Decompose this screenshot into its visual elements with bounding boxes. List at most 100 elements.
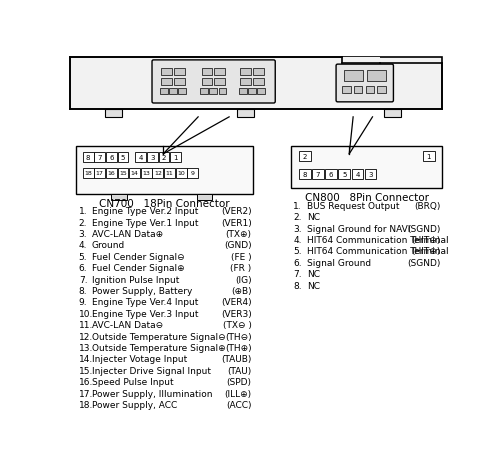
- Text: 13: 13: [142, 171, 150, 176]
- Text: Engine Type Ver.3 Input: Engine Type Ver.3 Input: [92, 309, 198, 318]
- Bar: [253, 68, 264, 76]
- Text: Engine Type Ver.1 Input: Engine Type Ver.1 Input: [92, 218, 198, 227]
- Text: 2.: 2.: [294, 213, 302, 222]
- Text: Speed Pulse Input: Speed Pulse Input: [92, 377, 174, 386]
- Text: (FR ): (FR ): [230, 263, 252, 273]
- Text: 1: 1: [174, 154, 178, 160]
- Text: HIT64 Communication Terminal: HIT64 Communication Terminal: [306, 247, 448, 256]
- Bar: [214, 78, 225, 86]
- Text: 3: 3: [150, 154, 154, 160]
- Bar: [94, 168, 105, 178]
- Text: 8: 8: [302, 172, 307, 178]
- Text: 7: 7: [98, 154, 102, 160]
- Text: (TX⊖ ): (TX⊖ ): [222, 320, 252, 329]
- Text: (TAUB): (TAUB): [221, 354, 252, 364]
- Text: 11.: 11.: [79, 320, 93, 329]
- Text: Fuel Cender Signal⊕: Fuel Cender Signal⊕: [92, 263, 184, 273]
- Text: 5.: 5.: [294, 247, 302, 256]
- Bar: [377, 86, 386, 94]
- Bar: [158, 152, 170, 162]
- Bar: [188, 168, 198, 178]
- Text: (VER2): (VER2): [221, 207, 252, 216]
- Bar: [312, 170, 324, 180]
- Bar: [239, 89, 246, 95]
- Bar: [176, 168, 186, 178]
- Bar: [162, 68, 172, 76]
- Bar: [82, 168, 94, 178]
- Text: 17.: 17.: [79, 389, 93, 398]
- Text: Power Supply, ACC: Power Supply, ACC: [92, 400, 177, 409]
- Bar: [237, 110, 254, 117]
- Text: 1: 1: [426, 153, 431, 159]
- Bar: [299, 152, 310, 162]
- Text: 4.: 4.: [79, 241, 88, 250]
- Text: HIT64 Communication Terminal: HIT64 Communication Terminal: [306, 235, 448, 244]
- Text: CN700   18Pin Connector: CN700 18Pin Connector: [100, 198, 230, 208]
- Bar: [366, 86, 374, 94]
- Text: 14: 14: [130, 171, 138, 176]
- Bar: [118, 152, 128, 162]
- Text: Injecter Votage Input: Injecter Votage Input: [92, 354, 187, 364]
- Bar: [129, 168, 140, 178]
- Bar: [214, 68, 225, 76]
- Text: 5: 5: [342, 172, 346, 178]
- Bar: [299, 170, 310, 180]
- Text: Ground: Ground: [92, 241, 125, 250]
- Bar: [106, 152, 117, 162]
- Text: 6: 6: [329, 172, 334, 178]
- Text: (GND): (GND): [224, 241, 252, 250]
- Text: (TH⊖): (TH⊖): [225, 332, 252, 341]
- Text: NC: NC: [306, 269, 320, 278]
- Text: Ignition Pulse Input: Ignition Pulse Input: [92, 275, 180, 284]
- Text: 13.: 13.: [79, 343, 93, 352]
- Text: 7.: 7.: [79, 275, 88, 284]
- Bar: [253, 78, 264, 86]
- Bar: [136, 152, 146, 162]
- Text: 3.: 3.: [79, 229, 88, 238]
- Bar: [76, 147, 253, 194]
- Bar: [342, 86, 351, 94]
- Text: NC: NC: [306, 281, 320, 290]
- Text: Engine Type Ver.4 Input: Engine Type Ver.4 Input: [92, 298, 198, 307]
- Text: 9.: 9.: [79, 298, 88, 307]
- Bar: [178, 89, 186, 95]
- Text: 6: 6: [109, 154, 114, 160]
- Bar: [174, 78, 184, 86]
- Bar: [70, 58, 442, 110]
- Text: 5: 5: [121, 154, 125, 160]
- Text: (SGND): (SGND): [408, 224, 440, 233]
- Bar: [423, 152, 434, 162]
- Text: 10.: 10.: [79, 309, 93, 318]
- Text: Outside Temperature Signal⊖: Outside Temperature Signal⊖: [92, 332, 226, 341]
- Text: CN800   8Pin Connector: CN800 8Pin Connector: [304, 193, 428, 203]
- Text: 8.: 8.: [79, 286, 88, 295]
- Text: 3.: 3.: [294, 224, 302, 233]
- Text: Signal Ground: Signal Ground: [306, 258, 371, 267]
- FancyBboxPatch shape: [152, 61, 275, 104]
- Bar: [170, 152, 181, 162]
- Bar: [169, 89, 177, 95]
- Text: 11: 11: [166, 171, 173, 176]
- Text: 1.: 1.: [79, 207, 88, 216]
- Bar: [112, 194, 127, 201]
- Text: Fuel Cender Signal⊖: Fuel Cender Signal⊖: [92, 252, 184, 261]
- Text: (⊕B): (⊕B): [231, 286, 252, 295]
- Bar: [338, 170, 350, 180]
- Text: 9: 9: [190, 171, 194, 176]
- Bar: [354, 86, 362, 94]
- Text: Engine Type Ver.2 Input: Engine Type Ver.2 Input: [92, 207, 198, 216]
- Text: (FE ): (FE ): [231, 252, 252, 261]
- Bar: [106, 168, 117, 178]
- Text: (HIT⊖): (HIT⊖): [412, 235, 440, 244]
- Text: 14.: 14.: [79, 354, 93, 364]
- Text: 8.: 8.: [294, 281, 302, 290]
- Text: 7.: 7.: [294, 269, 302, 278]
- Text: 1.: 1.: [294, 202, 302, 210]
- Text: Outside Temperature Signal⊕: Outside Temperature Signal⊕: [92, 343, 226, 352]
- Bar: [342, 58, 380, 64]
- Text: (ACC): (ACC): [226, 400, 252, 409]
- Text: (SPD): (SPD): [226, 377, 252, 386]
- Bar: [240, 68, 251, 76]
- Bar: [164, 168, 175, 178]
- Text: AVC-LAN Data⊖: AVC-LAN Data⊖: [92, 320, 163, 329]
